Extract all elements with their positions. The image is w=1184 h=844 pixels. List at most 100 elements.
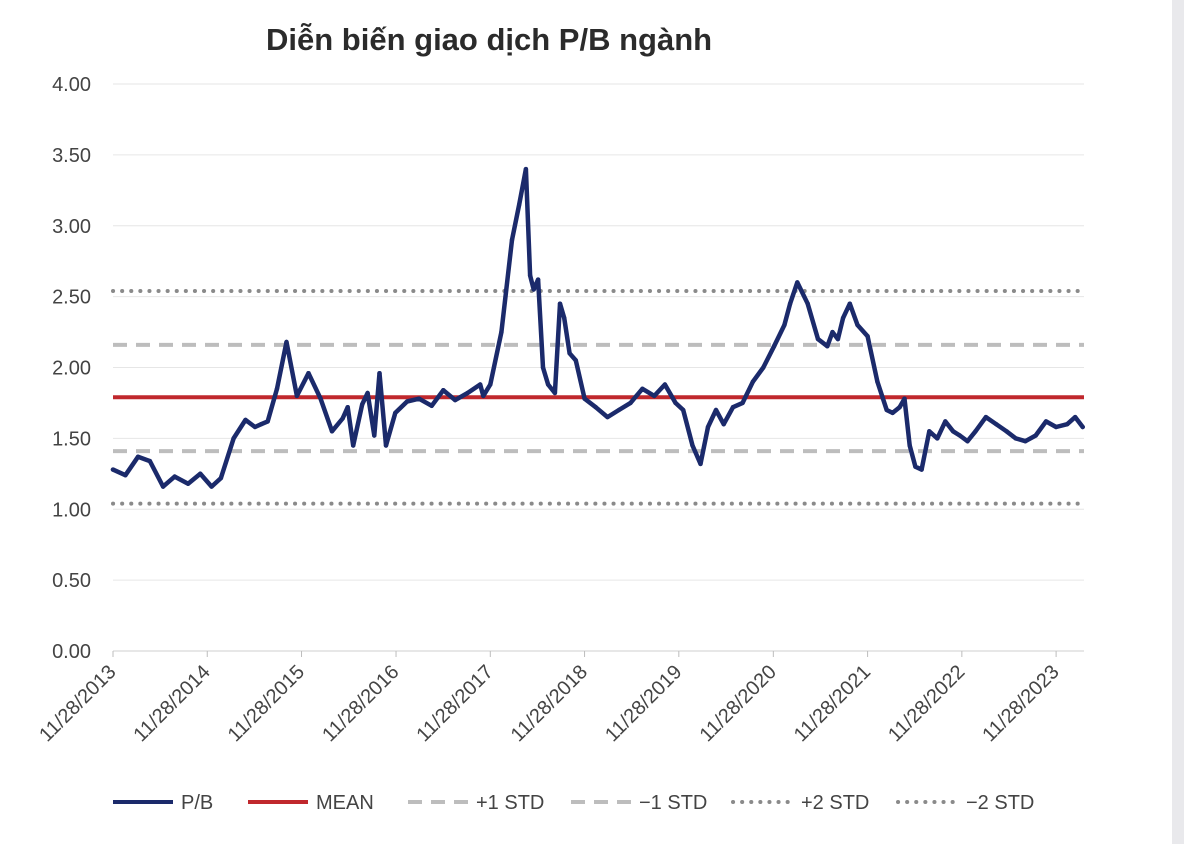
pb-point — [690, 443, 695, 448]
pb-point — [110, 467, 116, 472]
pb-point — [771, 344, 777, 349]
pb-point — [927, 429, 932, 434]
pb-point — [351, 443, 356, 448]
pb-point — [616, 407, 622, 413]
pb-point — [673, 400, 678, 406]
pb-point — [1043, 419, 1049, 424]
pb-point — [782, 322, 787, 328]
pb-point — [973, 429, 978, 434]
pb-point — [787, 301, 793, 306]
pb-point — [919, 467, 924, 472]
pb-point — [705, 424, 711, 430]
pb-point — [185, 481, 191, 486]
pb-point — [306, 371, 311, 376]
pb-point — [1080, 424, 1085, 430]
pb-point — [840, 315, 846, 321]
pb-point — [605, 414, 610, 420]
pb-point — [404, 399, 410, 404]
x-tick-label: 11/28/2016 — [318, 661, 403, 746]
pb-point — [393, 410, 398, 416]
pb-point — [897, 405, 902, 410]
pb-point — [265, 419, 270, 424]
pb-point — [481, 393, 486, 399]
pb-point — [540, 365, 546, 370]
pb-point — [318, 396, 323, 401]
pb-point — [573, 358, 578, 363]
pb-point — [662, 382, 668, 387]
pb-point — [681, 407, 686, 413]
y-tick-label: 1.50 — [52, 428, 91, 450]
pb-point — [875, 379, 880, 384]
x-tick-label: 11/28/2021 — [790, 661, 875, 746]
pb-point — [345, 405, 350, 410]
y-tick-label: 0.50 — [52, 570, 91, 592]
pb-point — [913, 464, 918, 469]
pb-point — [890, 410, 895, 416]
pb-point — [383, 443, 389, 448]
pb-point — [582, 396, 587, 401]
pb-point — [884, 407, 889, 413]
pb-point — [372, 433, 377, 438]
pb-point — [830, 329, 835, 335]
pb-point — [147, 458, 153, 464]
pb-series — [110, 166, 1085, 489]
legend-label: P/B — [181, 792, 213, 814]
x-axis: 11/28/2013 11/28/2014 11/28/2015 11/28/2016… — [35, 650, 1084, 746]
pb-point — [1033, 433, 1038, 438]
pb-point — [907, 443, 912, 448]
y-tick-label: 2.50 — [52, 287, 91, 309]
pb-point — [562, 315, 567, 321]
y-axis-ticks: 0.00 0.50 1.00 1.50 2.00 2.50 3.00 3.50 4.00 — [52, 74, 91, 663]
pb-point — [567, 351, 572, 356]
legend-label: MEAN — [316, 792, 374, 814]
pb-point — [552, 390, 558, 396]
pb-point — [835, 336, 841, 342]
x-tick-label: 11/28/2023 — [978, 661, 1063, 746]
y-tick-label: 4.00 — [52, 74, 91, 96]
pb-point — [198, 471, 203, 476]
pb-point — [377, 371, 382, 376]
pb-point — [1053, 424, 1059, 430]
x-tick-label: 11/28/2017 — [413, 661, 498, 746]
y-tick-label: 0.00 — [52, 641, 91, 663]
grid-lines — [113, 83, 1084, 652]
pb-point — [983, 414, 989, 420]
pb-point — [628, 400, 633, 406]
pb-point — [855, 322, 860, 328]
pb-point — [465, 390, 470, 396]
pb-point — [243, 417, 248, 423]
legend: P/B MEAN +1 STD −1 STD +2 STD −2 STD — [113, 792, 1034, 814]
pb-point — [453, 397, 458, 403]
pb-point — [340, 416, 345, 421]
pb-point — [902, 396, 907, 401]
pb-point — [1004, 429, 1009, 434]
y-tick-label: 1.00 — [52, 499, 91, 521]
pb-point — [1023, 439, 1028, 444]
pb-point — [593, 405, 598, 410]
pb-point — [815, 336, 821, 342]
pb-point — [750, 379, 756, 384]
pb-point — [847, 301, 852, 306]
y-tick-label: 3.50 — [52, 145, 91, 167]
pb-point — [218, 475, 224, 481]
pb-point — [284, 339, 289, 345]
x-tick-label: 11/28/2015 — [224, 661, 309, 746]
reference-lines — [111, 288, 1086, 506]
pb-point — [865, 334, 870, 339]
pb-point — [160, 484, 166, 489]
pb-point — [1065, 422, 1070, 427]
pb-point — [950, 429, 956, 434]
legend-label: +2 STD — [801, 792, 869, 814]
pb-point — [478, 382, 483, 387]
pb-point — [252, 424, 258, 430]
pb-point — [761, 365, 766, 370]
pb-point — [509, 237, 515, 243]
pb-point — [825, 344, 830, 349]
pb-point — [135, 454, 141, 459]
x-tick-label: 11/28/2013 — [35, 661, 120, 746]
pb-point — [652, 393, 657, 399]
pb-point — [713, 407, 719, 413]
pb-point — [721, 422, 726, 427]
pb-point — [441, 388, 446, 393]
